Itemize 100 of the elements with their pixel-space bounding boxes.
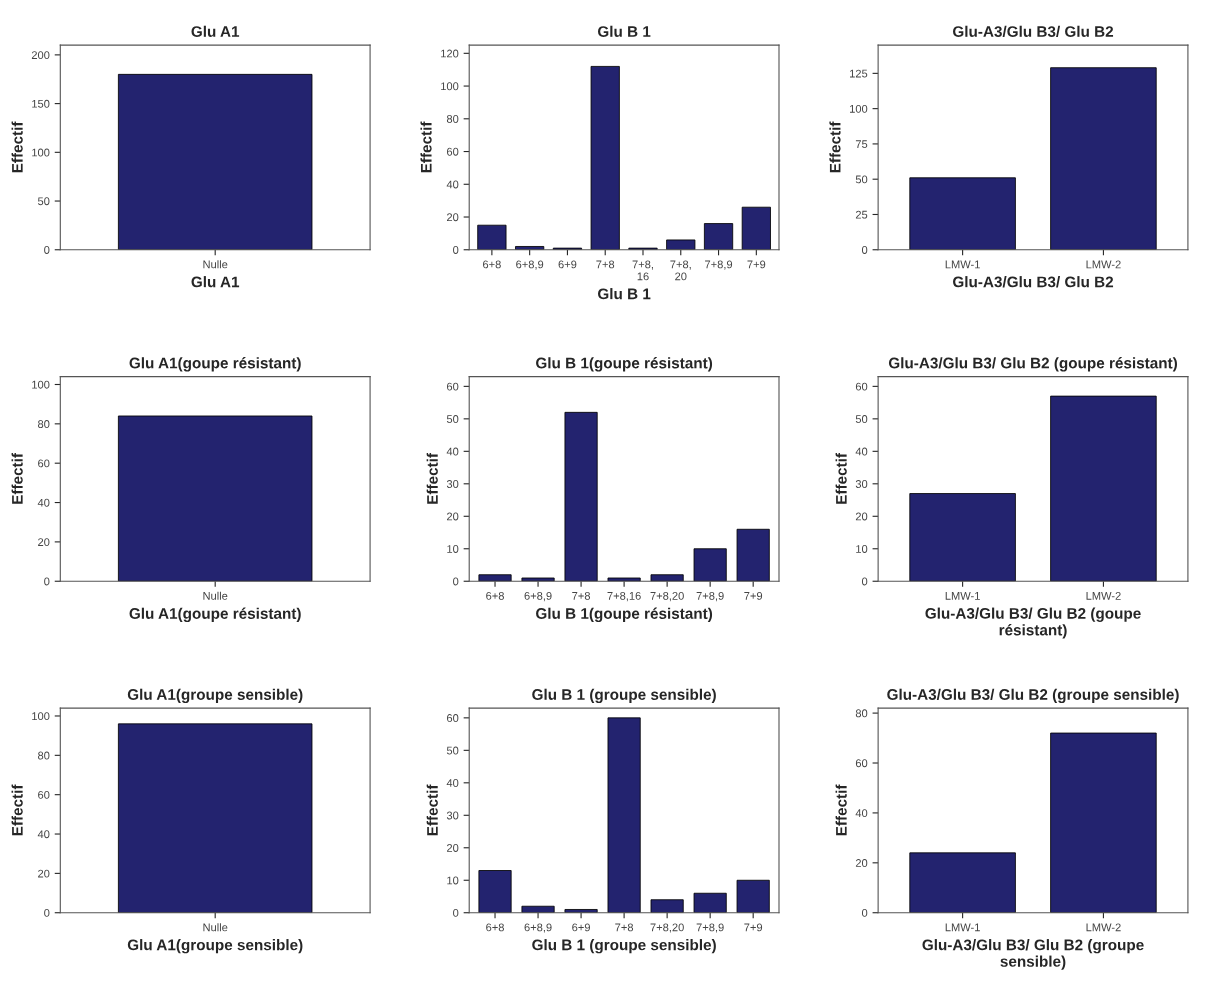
x-tick-label: 7+8,9 <box>696 591 724 602</box>
x-tick-label: 7+8, 16 <box>632 260 653 281</box>
y-tick-label: 40 <box>446 779 459 787</box>
y-tick-label: 100 <box>32 148 50 157</box>
y-axis-title: Effectif <box>420 121 432 173</box>
y-tick-label: 100 <box>441 82 459 91</box>
x-tick-label: 7+9 <box>744 591 763 600</box>
y-tick-label: 60 <box>855 759 868 768</box>
y-axis-title: Effectif <box>829 121 841 173</box>
y-tick-label: 40 <box>37 498 50 507</box>
y-tick-label: 50 <box>446 746 459 755</box>
x-tick-label: 6+8 <box>486 923 504 932</box>
x-tick-label: 6+8,9 <box>516 260 544 270</box>
y-tick-label: 100 <box>32 380 50 389</box>
x-tick-label: LMW-1 <box>945 592 980 600</box>
y-tick-label: 40 <box>446 447 459 456</box>
y-tick-label: 0 <box>44 577 50 586</box>
y-tick-label: 20 <box>447 844 459 852</box>
x-tick-label: 7+8 <box>615 923 634 932</box>
y-tick-label: 0 <box>44 246 50 254</box>
x-tick-label: Nulle <box>203 923 228 932</box>
x-axis-title: Glu A1 <box>191 276 240 288</box>
y-axis-title: Effectif <box>835 784 847 836</box>
y-tick-label: 30 <box>446 811 459 820</box>
y-tick-label: 60 <box>855 382 868 391</box>
chart-title: Glu B 1(goupe résistant) <box>536 357 713 372</box>
y-axis-title: Effectif <box>835 453 847 504</box>
y-tick-label: 100 <box>850 104 868 113</box>
y-tick-label: 50 <box>855 415 868 423</box>
y-tick-label: 120 <box>441 49 459 58</box>
y-tick-label: 0 <box>861 577 868 586</box>
y-tick-label: 20 <box>855 512 868 521</box>
x-tick-label: 6+8,9 <box>524 923 552 933</box>
x-tick-label: 6+8 <box>486 591 504 600</box>
chart-title: Glu-A3/Glu B3/ Glu B2 (goupe résistant) <box>888 357 1177 372</box>
y-tick-label: 0 <box>453 909 459 917</box>
y-tick-label: 30 <box>855 480 868 488</box>
y-tick-label: 50 <box>37 197 50 206</box>
x-tick-label: 6+8,9 <box>524 591 552 602</box>
x-tick-label: 7+8 <box>596 260 615 269</box>
x-tick-label: 7+8,20 <box>650 591 684 602</box>
y-tick-label: 60 <box>38 459 50 468</box>
chart-title: Glu B 1 (groupe sensible) <box>532 688 716 704</box>
y-tick-label: 10 <box>447 545 459 553</box>
y-tick-label: 20 <box>855 859 868 867</box>
x-tick-label: 6+9 <box>558 260 577 269</box>
y-tick-label: 60 <box>447 382 459 391</box>
y-tick-label: 0 <box>453 577 459 586</box>
y-axis-title: Effectif <box>11 784 23 836</box>
x-tick-label: 6+9 <box>572 923 590 932</box>
y-tick-label: 25 <box>855 210 868 219</box>
y-tick-label: 20 <box>38 869 50 878</box>
x-axis-title: Glu-A3/Glu B3/ Glu B2 (goupe résistant) <box>925 607 1141 639</box>
x-tick-label: LMW-1 <box>945 260 980 269</box>
y-tick-label: 0 <box>453 246 459 254</box>
x-tick-label: 7+8,9 <box>705 260 733 270</box>
y-tick-label: 50 <box>855 175 868 184</box>
x-axis-title: Glu-A3/Glu B3/ Glu B2 <box>953 276 1114 288</box>
x-tick-label: LMW-2 <box>1086 260 1121 269</box>
chart-title: Glu-A3/Glu B3/ Glu B2 <box>953 25 1114 38</box>
y-tick-label: 30 <box>446 480 459 488</box>
x-axis-title: Glu B 1 (groupe sensible) <box>532 939 716 954</box>
y-tick-label: 80 <box>38 751 50 760</box>
chart-title: Glu-A3/Glu B3/ Glu B2 (groupe sensible) <box>887 688 1179 704</box>
chart-title: Glu A1(groupe sensible) <box>127 688 303 704</box>
y-tick-label: 20 <box>447 512 459 521</box>
chart-title: Glu A1(goupe résistant) <box>129 357 301 372</box>
y-tick-label: 0 <box>44 909 50 917</box>
x-tick-label: Nulle <box>203 591 228 600</box>
x-axis-title: Glu A1(groupe sensible) <box>127 939 303 954</box>
y-tick-label: 0 <box>861 246 868 254</box>
x-tick-label: LMW-2 <box>1086 923 1121 932</box>
x-axis-title: Glu A1(goupe résistant) <box>129 607 301 623</box>
x-tick-label: Nulle <box>203 260 228 269</box>
y-tick-label: 20 <box>447 213 459 222</box>
x-tick-label: 7+8,20 <box>650 923 684 933</box>
x-axis-title: Glu B 1 <box>597 288 651 300</box>
x-tick-label: 7+8, 20 <box>670 260 691 281</box>
x-tick-label: 7+9 <box>744 923 763 932</box>
chart-title: Glu A1 <box>191 25 240 37</box>
y-axis-title: Effectif <box>11 453 23 504</box>
y-axis-title: Effectif <box>426 453 438 504</box>
y-tick-label: 40 <box>855 809 868 818</box>
y-axis-title: Effectif <box>426 784 438 836</box>
y-tick-label: 50 <box>446 415 459 423</box>
y-tick-label: 40 <box>446 180 459 189</box>
x-axis-title: Glu B 1(goupe résistant) <box>536 607 713 623</box>
y-axis-title: Effectif <box>11 121 23 173</box>
y-tick-label: 10 <box>447 876 459 885</box>
y-tick-label: 80 <box>855 709 868 718</box>
y-tick-label: 80 <box>446 115 459 123</box>
y-tick-label: 40 <box>855 447 868 456</box>
y-tick-label: 20 <box>38 538 50 547</box>
x-tick-label: 7+9 <box>747 260 766 269</box>
y-tick-label: 100 <box>32 712 50 721</box>
y-tick-label: 75 <box>855 140 868 149</box>
x-tick-label: 6+8 <box>483 260 501 269</box>
y-tick-label: 10 <box>856 545 868 553</box>
chart-title: Glu B 1 <box>597 25 651 37</box>
y-tick-label: 150 <box>32 99 50 108</box>
